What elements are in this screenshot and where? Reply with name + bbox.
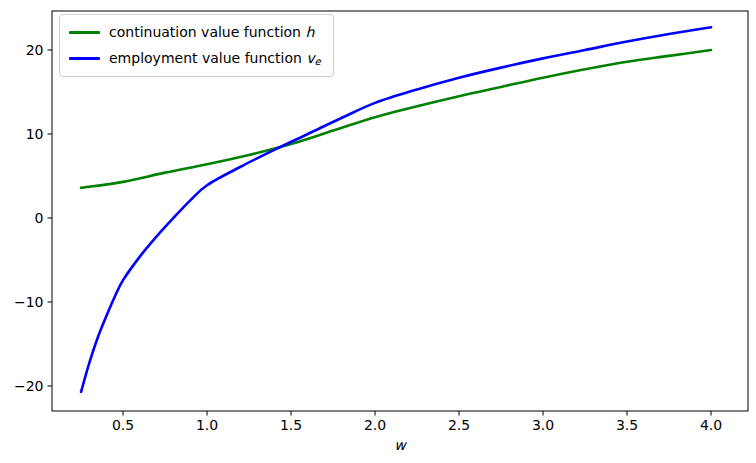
y-tick-label: 20 — [26, 42, 44, 58]
y-tick-label: 10 — [26, 126, 44, 142]
legend-label-segment: h — [305, 24, 314, 40]
legend-label-segment: continuation value function — [109, 24, 305, 40]
legend-entry: employment value function ve — [69, 48, 321, 69]
x-tick-label: 3.0 — [532, 417, 554, 433]
legend-entry: continuation value function h — [69, 22, 321, 43]
x-tick-label: 0.5 — [112, 417, 134, 433]
x-tick-label: 1.0 — [196, 417, 218, 433]
legend-label: employment value function ve — [109, 48, 321, 70]
y-tick-label: 0 — [35, 210, 44, 226]
legend: continuation value function h employment … — [59, 14, 334, 77]
x-tick-label: 2.5 — [448, 417, 470, 433]
legend-label-segment: v — [306, 50, 314, 66]
x-tick-label: 2.0 — [364, 417, 386, 433]
series-line-1 — [81, 27, 711, 392]
legend-line-sample — [69, 31, 100, 34]
y-tick-label: −20 — [14, 378, 44, 394]
legend-label-segment: e — [315, 56, 321, 67]
x-tick-label: 4.0 — [700, 417, 722, 433]
figure: 0.5 1.0 1.5 2.0 2.5 3.0 3.5 4.0 −20 −10 0 10 20 w con… — [0, 0, 756, 463]
legend-label: continuation value function h — [109, 22, 314, 43]
legend-label-segment: employment value function — [109, 50, 306, 66]
x-tick-label: 1.5 — [280, 417, 302, 433]
x-axis-label: w — [394, 437, 407, 453]
legend-line-sample — [69, 57, 100, 60]
x-tick-label: 3.5 — [616, 417, 638, 433]
y-tick-label: −10 — [14, 294, 44, 310]
